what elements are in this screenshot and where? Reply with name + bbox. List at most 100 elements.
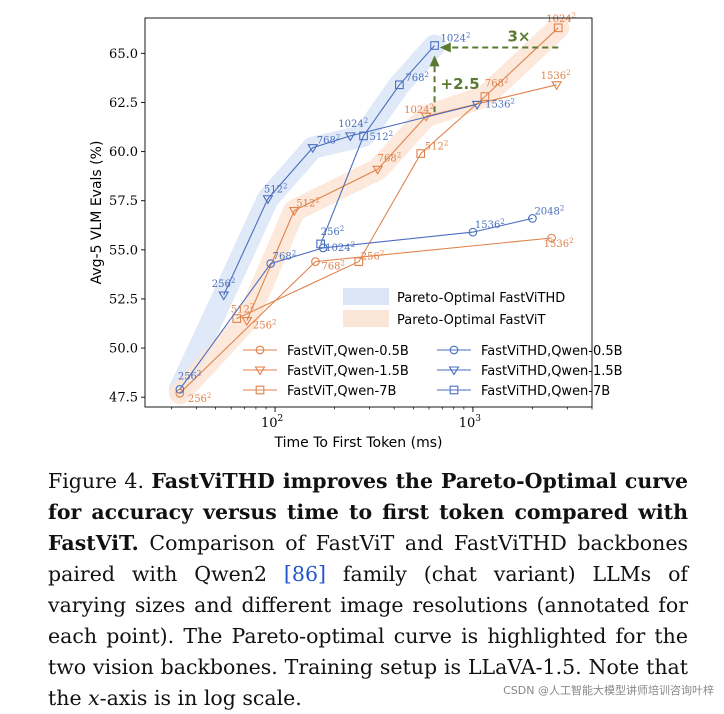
point-label-exponent: 2: [560, 204, 564, 212]
y-tick-label: 55.0: [109, 243, 138, 258]
legend-label-3: FastViT,Qwen-7B: [287, 384, 396, 399]
point-label-5-3: 7682: [317, 134, 341, 147]
point-label-5-5: 15362: [485, 97, 515, 110]
point-label-exponent: 2: [207, 392, 211, 400]
citation-link[interactable]: [86]: [283, 562, 326, 586]
point-label-6-4: 10242: [441, 32, 471, 45]
caption-body: Comparison of FastViT and FastViTHD back…: [48, 531, 688, 586]
point-label-3-4: 7682: [485, 77, 509, 90]
point-label-6-3: 7682: [405, 71, 429, 84]
point-label-4-2: 7682: [273, 250, 297, 263]
data-point-1-3: [547, 233, 556, 243]
data-point-6-3: [395, 80, 404, 90]
point-label-3-3: 5122: [425, 140, 449, 153]
point-label-exponent: 2: [572, 12, 576, 20]
point-label-1-1: 2562: [188, 392, 212, 405]
legend-marker-2: [254, 366, 266, 376]
legend-marker-5: [448, 366, 460, 376]
series-line-5: [223, 103, 478, 296]
data-point-5-3: [307, 144, 319, 154]
pareto-chart: 2562768215362256251227682102421536251222…: [89, 12, 623, 451]
point-label-1-2: 7682: [321, 260, 345, 273]
y-tick-label: 65.0: [109, 47, 138, 62]
point-label-exponent: 2: [231, 277, 235, 285]
data-point-3-3: [416, 149, 426, 158]
point-label-exponent: 2: [250, 303, 254, 311]
data-point-1-1: [175, 388, 185, 398]
point-label-exponent: 2: [364, 117, 368, 125]
point-label-4-4: 15362: [475, 218, 505, 231]
legend-label-5: FastViTHD,Qwen-1.5B: [481, 364, 623, 379]
point-label-exponent: 2: [466, 32, 470, 40]
point-label-exponent: 2: [380, 250, 384, 258]
series-line-1: [179, 237, 552, 394]
legend-label-2: FastViT,Qwen-1.5B: [287, 364, 409, 379]
figure-caption: Figure 4. FastViTHD improves the Pareto-…: [48, 466, 688, 714]
accuracy-gain-arrow-head: [429, 55, 440, 67]
x-tick-label: 102: [261, 414, 283, 431]
point-label-5-1: 2562: [212, 277, 236, 290]
series-line-6: [320, 45, 436, 245]
point-label-3-2: 2562: [361, 250, 385, 263]
point-label-6-2: 5122: [370, 130, 394, 143]
legend-label-6: FastViTHD,Qwen-7B: [481, 384, 610, 399]
annotations: 3× +2.5: [429, 27, 559, 113]
point-label-5-2: 5122: [264, 183, 288, 196]
legend: Pareto-Optimal FastViTHD Pareto-Optimal F…: [243, 288, 623, 399]
x-variable: x: [88, 686, 100, 710]
point-label-2-4: 10242: [404, 103, 434, 116]
data-point-2-1: [241, 317, 253, 327]
data-point-6-4: [430, 41, 439, 50]
point-label-2-5: 15362: [541, 69, 571, 82]
point-label-3-1: 5122: [231, 303, 255, 316]
point-label-exponent: 2: [292, 250, 296, 258]
legend-pareto-label-2: Pareto-Optimal FastViT: [397, 313, 546, 328]
point-label-1-3: 15362: [544, 237, 574, 250]
point-label-5-4: 10242: [338, 117, 368, 130]
series-lines: [175, 23, 563, 398]
data-point-3-2: [354, 257, 364, 266]
series-line-3: [236, 27, 559, 320]
x-axis-label: Time To First Token (ms): [274, 435, 443, 451]
point-label-exponent: 2: [511, 97, 515, 105]
point-label-exponent: 2: [424, 71, 428, 79]
data-point-3-4: [480, 92, 490, 101]
data-point-5-2: [262, 195, 274, 205]
legend-marker-6: [449, 385, 459, 395]
speedup-label: 3×: [507, 27, 530, 45]
y-tick-label: 47.5: [109, 391, 138, 406]
point-label-2-2: 5122: [296, 197, 320, 210]
legend-marker-1: [255, 345, 265, 355]
legend-pareto-swatch-1: [343, 288, 389, 305]
legend-marker-3: [255, 385, 265, 395]
data-point-4-5: [528, 214, 537, 223]
point-label-exponent: 2: [389, 130, 393, 138]
x-tick-exponent: 3: [475, 414, 481, 424]
point-label-exponent: 2: [336, 134, 340, 142]
point-label-exponent: 2: [504, 77, 508, 85]
point-label-exponent: 2: [430, 103, 434, 111]
data-point-4-2: [266, 259, 276, 268]
data-point-5-5: [471, 100, 483, 111]
data-point-5-1: [218, 291, 230, 301]
data-point-3-5: [553, 23, 563, 33]
caption-bold-text: FastViTHD improves the Pareto-Optimal cu…: [48, 469, 688, 555]
legend-pareto-swatch-2: [343, 310, 389, 327]
point-label-4-5: 20482: [534, 204, 564, 217]
y-axis-label: Avg-5 VLM Evals (%): [89, 141, 105, 285]
point-label-exponent: 2: [397, 151, 401, 159]
point-label-2-3: 7682: [378, 151, 402, 164]
point-label-exponent: 2: [569, 237, 573, 245]
y-tick-label: 57.5: [109, 194, 138, 209]
watermark: CSDN @人工智能大模型讲师培训咨询叶梓: [503, 684, 714, 697]
legend-label-1: FastViT,Qwen-0.5B: [287, 344, 409, 359]
point-label-exponent: 2: [444, 140, 448, 148]
data-point-2-5: [551, 81, 563, 91]
x-tick-label: 103: [459, 414, 482, 431]
data-point-3-1: [232, 314, 242, 323]
speedup-arrow-head: [439, 42, 451, 53]
legend-label-4: FastViTHD,Qwen-0.5B: [481, 344, 623, 359]
point-label-6-1: 2562: [321, 225, 345, 238]
y-tick-label: 60.0: [109, 145, 138, 160]
data-point-1-2: [311, 257, 320, 266]
